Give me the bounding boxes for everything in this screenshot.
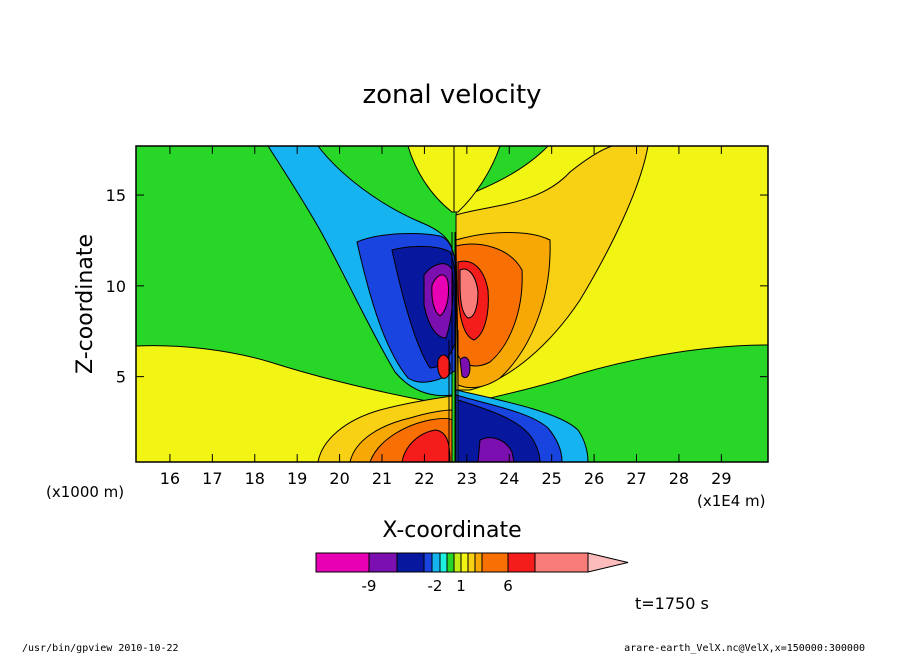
contour-region-purple-core [459, 356, 471, 379]
plot-frame [135, 145, 769, 463]
x-tick-label: 27 [626, 469, 646, 488]
x-tick-label: 18 [245, 469, 265, 488]
colorbar-cell [315, 552, 370, 573]
y-tick-label: 10 [106, 277, 126, 296]
colorbar-tick-label: 1 [456, 577, 466, 595]
x-tick-labels: 16 17 18 19 20 21 22 23 24 25 26 27 28 29 [160, 469, 732, 488]
colorbar-tick-label: -9 [362, 577, 377, 595]
contour-field [136, 146, 768, 462]
colorbar-cell [446, 552, 455, 573]
y-unit-label: (x1000 m) [46, 483, 124, 501]
x-tick-label: 17 [202, 469, 222, 488]
x-tick-label: 23 [457, 469, 477, 488]
colorbar-cell [460, 552, 469, 573]
x-tick-label: 28 [669, 469, 689, 488]
x-tick-label: 29 [711, 469, 731, 488]
shear-lines [448, 146, 459, 462]
colorbar-cell [474, 552, 483, 573]
x-tick-label: 16 [160, 469, 180, 488]
colorbar: -9 -2 1 6 [315, 552, 629, 595]
colorbar-cell [481, 552, 509, 573]
colorbar-cell [396, 552, 425, 573]
time-annotation: t=1750 s [635, 594, 709, 613]
colorbar-cell [431, 552, 441, 573]
contour-region-darkblue-lower [457, 399, 541, 462]
colorbar-tick-label: -2 [428, 577, 443, 595]
footer-right: arare-earth_VelX.nc@VelX,x=150000:300000 [624, 643, 865, 654]
x-tick-label: 20 [329, 469, 349, 488]
plot-area [135, 145, 769, 463]
y-axis-label: Z-coordinate [73, 234, 98, 374]
colorbar-arrow [587, 552, 629, 573]
x-tick-label: 25 [541, 469, 561, 488]
y-tick-label: 5 [116, 368, 126, 387]
contour-region-purple-lower [477, 437, 515, 462]
x-unit-label: (x1E4 m) [697, 492, 766, 510]
x-tick-label: 22 [414, 469, 434, 488]
x-tick-label: 24 [499, 469, 519, 488]
x-tick-label: 21 [372, 469, 392, 488]
colorbar-cell [368, 552, 398, 573]
chart-title: zonal velocity [362, 80, 541, 110]
colorbar-cell [453, 552, 462, 573]
x-tick-label: 26 [584, 469, 604, 488]
tick-marks [136, 146, 768, 462]
footer-left: /usr/bin/gpview 2010-10-22 [22, 643, 179, 654]
colorbar-cell [534, 552, 589, 573]
x-axis-label: X-coordinate [382, 518, 521, 543]
y-tick-label: 15 [106, 186, 126, 205]
contour-region-red-core [437, 354, 451, 379]
contour-region-magenta-upper [431, 274, 449, 317]
colorbar-cell [439, 552, 448, 573]
contour-region-pink-upper [459, 268, 479, 319]
colorbar-cell [507, 552, 536, 573]
colorbar-tick-label: 6 [503, 577, 513, 595]
colorbar-cell [467, 552, 476, 573]
x-tick-label: 19 [287, 469, 307, 488]
contour-region-red-lower [401, 429, 451, 462]
y-tick-labels: 5 10 15 [106, 186, 126, 387]
colorbar-cell [423, 552, 433, 573]
colorbar-cells [315, 552, 629, 573]
colorbar-tick-labels: -9 -2 1 6 [362, 577, 513, 595]
